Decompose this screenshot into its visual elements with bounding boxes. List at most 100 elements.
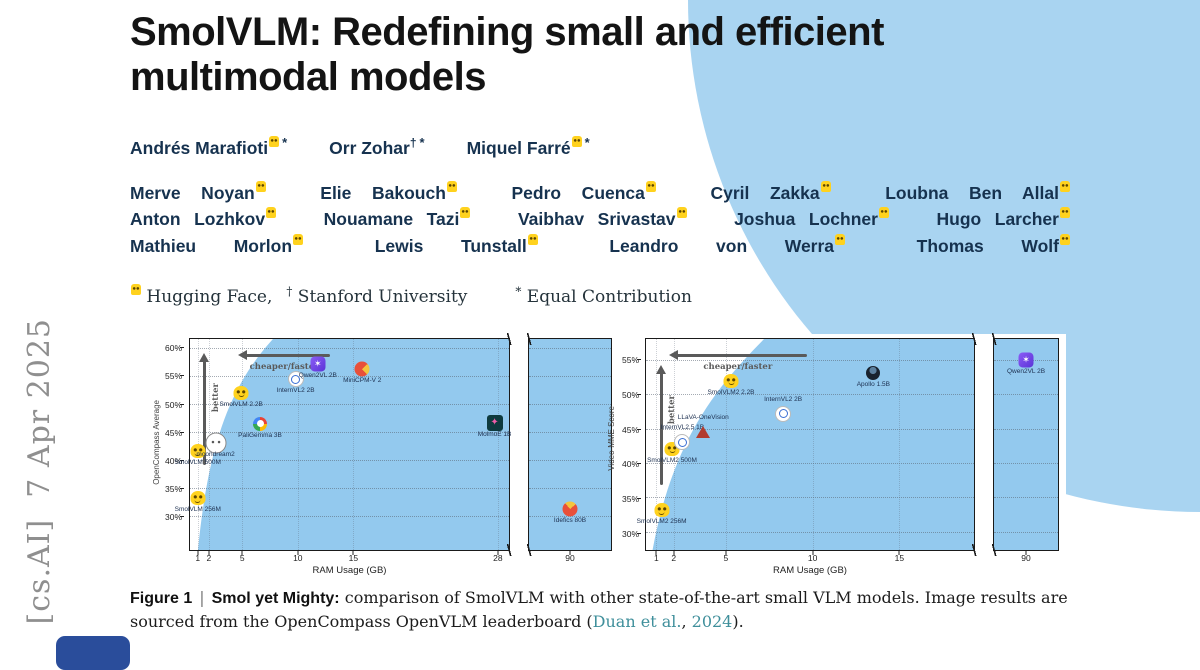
equal-contribution-star: *	[419, 135, 425, 150]
x-tick-label: 5	[723, 553, 729, 563]
x-tick-label: 1	[195, 553, 201, 563]
cheaper-faster-arrow: cheaper/faster	[237, 349, 331, 372]
cheaper-faster-label: cheaper/faster	[703, 362, 773, 372]
gridline	[899, 339, 901, 550]
pareto-frontier-shading	[646, 339, 765, 550]
hugging-face-icon	[645, 181, 656, 193]
author-name: Nouamane Tazi	[323, 209, 460, 230]
y-tick-label: 40%	[164, 455, 182, 466]
author-name: Vaibhav Srivastav	[517, 209, 676, 230]
x-tick-label: 10	[293, 553, 303, 563]
y-tick-label: 35%	[164, 484, 182, 495]
marker-molmoe-1b: ✦	[486, 414, 503, 431]
gridline	[994, 394, 1058, 396]
point-label-apollo-1-5b: Apollo 1.5B	[856, 381, 890, 389]
gridline	[529, 459, 611, 461]
chart-opencompass-vs-ram: OpenCompass Average 30% 35% 40% 45% 50% 55% 60…	[144, 333, 614, 584]
pareto-frontier-shading	[190, 339, 273, 550]
arrow-left-icon	[668, 350, 678, 360]
hugging-face-icon	[460, 207, 471, 219]
gridline	[529, 487, 611, 489]
axis-break-mark	[524, 333, 534, 345]
arrow-up-icon	[199, 353, 210, 362]
y-tick-mark	[180, 516, 184, 518]
x-axis-label: RAM Usage (GB)	[312, 565, 387, 576]
authors-primary: Andrés Marafioti * Orr Zohar† * Miquel Farré…	[130, 135, 1080, 159]
hugging-face-icon	[293, 233, 304, 245]
y-tick-mark	[637, 393, 641, 395]
caption-bold-title: Smol yet Mighty:	[211, 590, 340, 607]
gridline	[646, 531, 974, 533]
y-tick-mark	[637, 359, 641, 361]
point-label-internvl2-2b: InternVL2 2B	[276, 387, 315, 395]
marker-internvl2-5-1b	[674, 434, 691, 451]
author-name: Cyril Zakka	[710, 183, 820, 203]
gridline	[529, 431, 611, 433]
hugging-face-icon	[255, 181, 266, 193]
y-tick-mark	[180, 375, 184, 377]
author-name: Loubna Ben Allal	[885, 183, 1059, 203]
affiliation-symbol: †	[286, 284, 293, 298]
author-orr-zohar: Orr Zohar† *	[329, 135, 424, 159]
hugging-face-icon	[1059, 233, 1070, 245]
marker-smolvlm-2-2b	[233, 385, 249, 400]
gridline	[646, 497, 974, 499]
x-tick-mark	[655, 551, 657, 555]
marker-minicpm-v-2	[354, 361, 370, 377]
better-arrow: better	[198, 353, 221, 465]
x-tick-label: 28	[493, 553, 503, 563]
plot-panel-main: cheaper/faster better 1 2 5 10 15 SmolVLM2 25…	[637, 333, 979, 563]
y-tick-label: 40%	[621, 459, 639, 470]
hugging-face-icon	[1059, 207, 1070, 219]
citation-link[interactable]: Duan et al.	[592, 612, 682, 632]
author-thomas-wolf: Thomas Wolf	[917, 233, 1070, 256]
gridline	[656, 339, 658, 550]
gridline	[190, 348, 509, 350]
gridline	[646, 463, 974, 465]
gridline	[529, 403, 611, 405]
gridline	[529, 375, 611, 377]
author-name: Orr Zohar	[329, 137, 410, 158]
author-lewis-tunstall: Lewis Tunstall	[375, 233, 538, 256]
x-tick-label: 90	[565, 553, 575, 563]
arrow-up-icon	[655, 365, 666, 374]
point-label-smolvlm2-500m: SmolVLM2 500M	[647, 456, 697, 464]
author-name: Mathieu Morlon	[130, 235, 293, 256]
author-andr-s-marafioti: Andrés Marafioti *	[130, 135, 287, 159]
hugging-face-icon	[1059, 181, 1070, 193]
marker-qwen2vl-2b: ✶	[1018, 352, 1034, 368]
author-loubna-ben-allal: Loubna Ben Allal	[885, 181, 1070, 203]
citation-year-link[interactable]: 2024	[691, 612, 733, 632]
gridline	[190, 431, 509, 433]
hugging-face-icon	[269, 136, 280, 147]
hugging-face-icon	[527, 233, 538, 245]
paper-title: SmolVLM: Redefining small and efficient …	[130, 10, 884, 100]
x-tick-mark	[725, 551, 727, 555]
x-tick-label: 15	[348, 553, 359, 563]
marker-smolvlm2-2-2b	[723, 373, 739, 388]
caption-close: ).	[732, 612, 744, 632]
gridline	[725, 339, 727, 550]
gridline	[297, 339, 299, 550]
gridline	[190, 459, 509, 461]
point-label-paligemma-3b: PaliGemma 3B	[238, 431, 282, 439]
x-tick-mark	[497, 551, 499, 555]
y-tick-mark	[180, 403, 184, 405]
point-label-internvl2-2b: InternVL2 2B	[764, 395, 803, 403]
figure-1: OpenCompass Average 30% 35% 40% 45% 50% 55% 60…	[140, 333, 1066, 584]
gridline	[529, 348, 611, 350]
figure-caption: Figure 1 | Smol yet Mighty: comparison of …	[130, 586, 1075, 633]
author-name: Elie Bakouch	[320, 183, 446, 203]
point-label-moondream2: moondream2	[196, 450, 235, 458]
gridline	[646, 360, 974, 361]
marker-apollo-1-5b	[866, 366, 881, 381]
y-tick-mark	[180, 347, 184, 349]
caption-separator: |	[199, 588, 205, 607]
caption-cite-sep: ,	[681, 612, 692, 632]
cheaper-faster-arrow: cheaper/faster	[668, 349, 807, 372]
marker-llava-onevision	[696, 426, 711, 439]
author-name: Hugo Larcher	[936, 209, 1059, 230]
point-label-idefics-80b: Idefics 80B	[553, 517, 587, 525]
marker-paligemma-3b	[253, 416, 268, 431]
author-merve-noyan: Merve Noyan	[130, 181, 266, 203]
